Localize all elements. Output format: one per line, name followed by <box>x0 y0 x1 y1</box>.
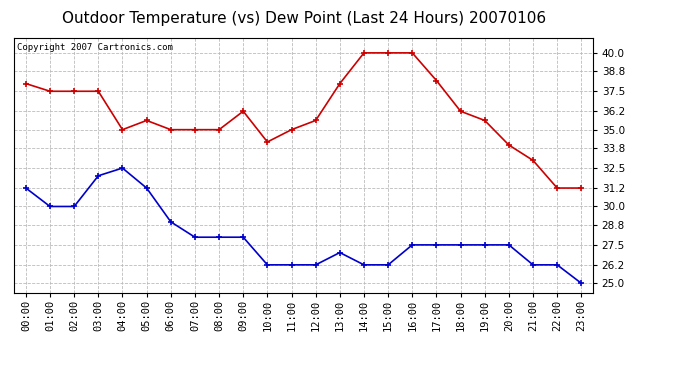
Text: Copyright 2007 Cartronics.com: Copyright 2007 Cartronics.com <box>17 43 172 52</box>
Text: Outdoor Temperature (vs) Dew Point (Last 24 Hours) 20070106: Outdoor Temperature (vs) Dew Point (Last… <box>61 11 546 26</box>
